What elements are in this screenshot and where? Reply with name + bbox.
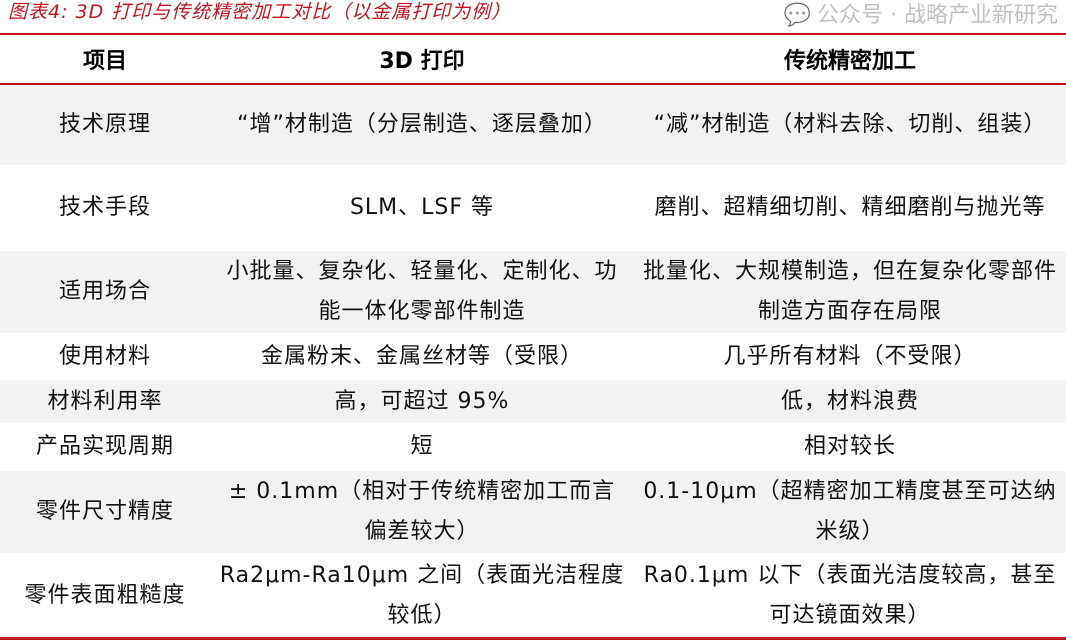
cell-3d-printing: “增”材制造（分层制造、逐层叠加） — [210, 83, 634, 166]
cell-traditional: 几乎所有材料（不受限） — [634, 333, 1066, 379]
cell-3d-printing: 高，可超过 95% — [210, 378, 634, 424]
cell-item: 零件尺寸精度 — [0, 469, 210, 554]
wechat-icon: 💬 — [783, 3, 812, 28]
cell-traditional: 磨削、超精细切削、精细磨削与抛光等 — [634, 165, 1066, 250]
table-row: 零件表面粗糙度 Ra2μm-Ra10μm 之间（表面光洁程度较低） Ra0.1μm … — [0, 553, 1066, 639]
cell-traditional: 批量化、大规模制造，但在复杂化零部件制造方面存在局限 — [634, 249, 1066, 334]
table-row: 零件尺寸精度 ± 0.1mm（相对于传统精密加工而言偏差较大） 0.1-10μm（超… — [0, 469, 1066, 554]
cell-item: 技术原理 — [0, 83, 210, 166]
figure-title: 图表4: 3D 打印与传统精密加工对比（以金属打印为例） — [8, 1, 512, 23]
cell-3d-printing: 小批量、复杂化、轻量化、定制化、功能一体化零部件制造 — [210, 249, 634, 334]
cell-item: 材料利用率 — [0, 378, 210, 424]
cell-traditional: “减”材制造（材料去除、切削、组装） — [634, 83, 1066, 166]
cell-traditional: Ra0.1μm 以下（表面光洁度较高，甚至可达镜面效果） — [634, 553, 1066, 639]
cell-traditional: 相对较长 — [634, 423, 1066, 470]
cell-item: 零件表面粗糙度 — [0, 553, 210, 639]
cell-3d-printing: SLM、LSF 等 — [210, 165, 634, 250]
cell-item: 技术手段 — [0, 165, 210, 250]
table-row: 产品实现周期短相对较长 — [0, 423, 1066, 470]
table-body: 技术原理 “增”材制造（分层制造、逐层叠加） “减”材制造（材料去除、切削、组装）技… — [0, 83, 1066, 639]
header-row: 项目 3D 打印 传统精密加工 — [0, 34, 1066, 85]
watermark: 💬 公众号 · 战略产业新研究 — [784, 2, 1058, 30]
table-row: 使用材料 金属粉末、金属丝材等（受限） 几乎所有材料（不受限） — [0, 333, 1066, 379]
cell-item: 使用材料 — [0, 333, 210, 379]
cell-traditional: 0.1-10μm（超精密加工精度甚至可达纳米级） — [634, 469, 1066, 554]
table-row: 材料利用率 高，可超过 95% 低，材料浪费 — [0, 378, 1066, 424]
cell-3d-printing: 短 — [210, 423, 634, 470]
header-traditional: 传统精密加工 — [634, 34, 1066, 85]
cell-3d-printing: Ra2μm-Ra10μm 之间（表面光洁程度较低） — [210, 553, 634, 639]
header-item: 项目 — [0, 34, 210, 85]
table-row: 适用场合 小批量、复杂化、轻量化、定制化、功能一体化零部件制造 批量化、大规模制造，… — [0, 249, 1066, 334]
cell-item: 产品实现周期 — [0, 423, 210, 470]
cell-3d-printing: ± 0.1mm（相对于传统精密加工而言偏差较大） — [210, 469, 634, 554]
cell-traditional: 低，材料浪费 — [634, 378, 1066, 424]
cell-item: 适用场合 — [0, 249, 210, 334]
watermark-text: 公众号 · 战略产业新研究 — [817, 3, 1058, 28]
cell-3d-printing: 金属粉末、金属丝材等（受限） — [210, 333, 634, 379]
comparison-table: 项目 3D 打印 传统精密加工 技术原理 “增”材制造（分层制造、逐层叠加） “减”… — [0, 33, 1066, 640]
table-row: 技术手段 SLM、LSF 等磨削、超精细切削、精细磨削与抛光等 — [0, 165, 1066, 250]
header-3d-printing: 3D 打印 — [210, 34, 634, 85]
table-row: 技术原理 “增”材制造（分层制造、逐层叠加） “减”材制造（材料去除、切削、组装） — [0, 83, 1066, 166]
